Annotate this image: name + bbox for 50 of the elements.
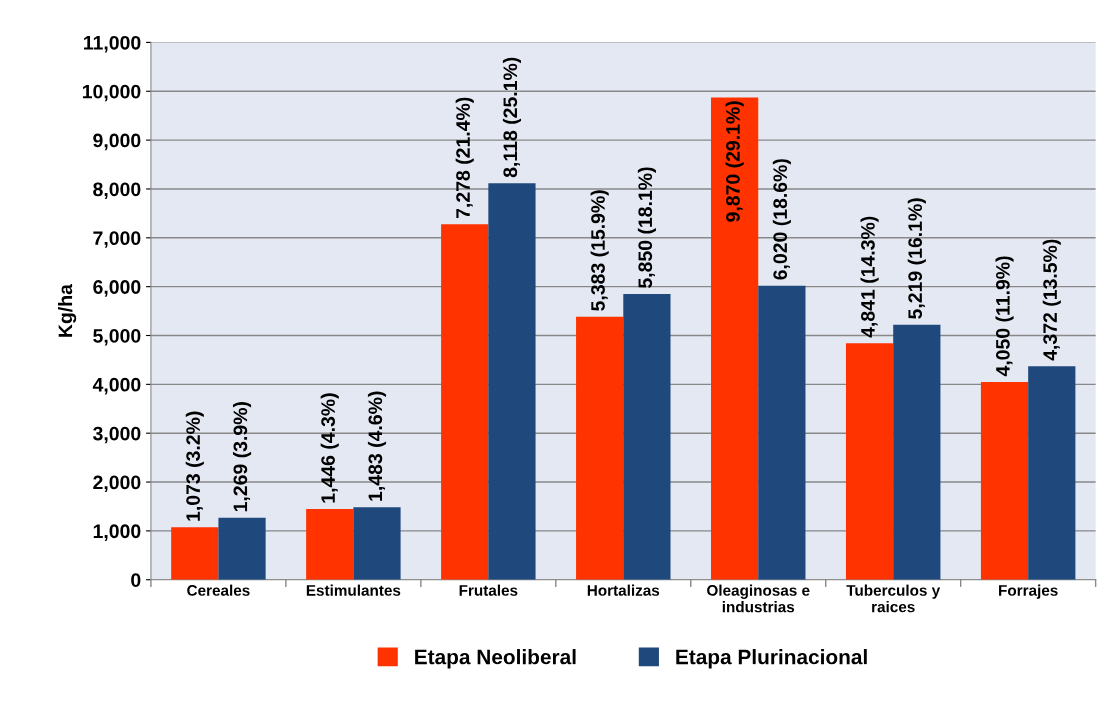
y-axis-title: Kg/ha <box>57 283 77 337</box>
y-tick-label: 2,000 <box>93 475 141 493</box>
data-label: 1,269 (3.9%) <box>232 402 252 512</box>
data-label: 4,372 (13.5%) <box>1042 239 1061 361</box>
y-tick-label: 5,000 <box>93 328 141 346</box>
y-tick-label: 0 <box>131 573 141 587</box>
y-tick-label: 11,000 <box>84 35 141 53</box>
y-tick-label: 10,000 <box>82 84 141 102</box>
bar <box>845 343 894 580</box>
bar <box>893 324 941 580</box>
legend-label: Etapa Plurinacional <box>676 649 867 669</box>
y-tick-label: 7,000 <box>93 231 141 248</box>
data-label: 4,050 (11.9%) <box>995 256 1014 377</box>
y-tick-label: 1,000 <box>93 524 141 541</box>
bar <box>353 507 401 580</box>
bar <box>218 517 266 580</box>
y-tick-label: 4,000 <box>92 377 141 395</box>
x-tick-label: Tuberculos y raices <box>846 584 941 613</box>
data-label: 1,483 (4.6%) <box>367 391 387 501</box>
x-tick-label: Estimulantes <box>306 584 401 596</box>
y-tick-label: 3,000 <box>93 426 141 444</box>
y-tick-label: 8,000 <box>93 182 141 200</box>
data-label: 9,870 (29.1%) <box>725 101 744 222</box>
x-tick-label: Hortalizas <box>587 584 660 596</box>
bar <box>758 285 806 580</box>
x-tick-label: Forrajes <box>999 584 1058 599</box>
data-label: 1,073 (3.2%) <box>185 411 204 521</box>
bar <box>576 316 624 580</box>
bar <box>1028 366 1076 580</box>
data-label: 1,446 (4.3%) <box>320 393 339 503</box>
bar <box>441 224 489 580</box>
bar <box>623 293 671 580</box>
y-tick-label: 6,000 <box>93 280 141 297</box>
data-label: 6,020 (18.6%) <box>772 159 791 280</box>
bar <box>980 381 1029 580</box>
data-label: 5,383 (15.9%) <box>590 190 609 311</box>
data-label: 4,841 (14.3%) <box>860 216 879 338</box>
data-label: 5,219 (16.1%) <box>907 198 926 319</box>
bar <box>306 509 354 580</box>
x-tick-label: Oleaginosas e industrias <box>707 584 810 613</box>
x-tick-label: Frutales <box>459 584 518 596</box>
data-label: 8,118 (25.1%) <box>502 57 522 178</box>
bar <box>488 183 536 580</box>
x-tick-label: Cereales <box>187 584 250 596</box>
data-label: 5,850 (18.1%) <box>637 167 656 289</box>
bar <box>711 97 759 580</box>
legend-label: Etapa Neoliberal <box>415 649 576 669</box>
bar <box>171 527 219 580</box>
data-label: 7,278 (21.4%) <box>455 97 474 219</box>
y-tick-label: 9,000 <box>93 133 141 151</box>
